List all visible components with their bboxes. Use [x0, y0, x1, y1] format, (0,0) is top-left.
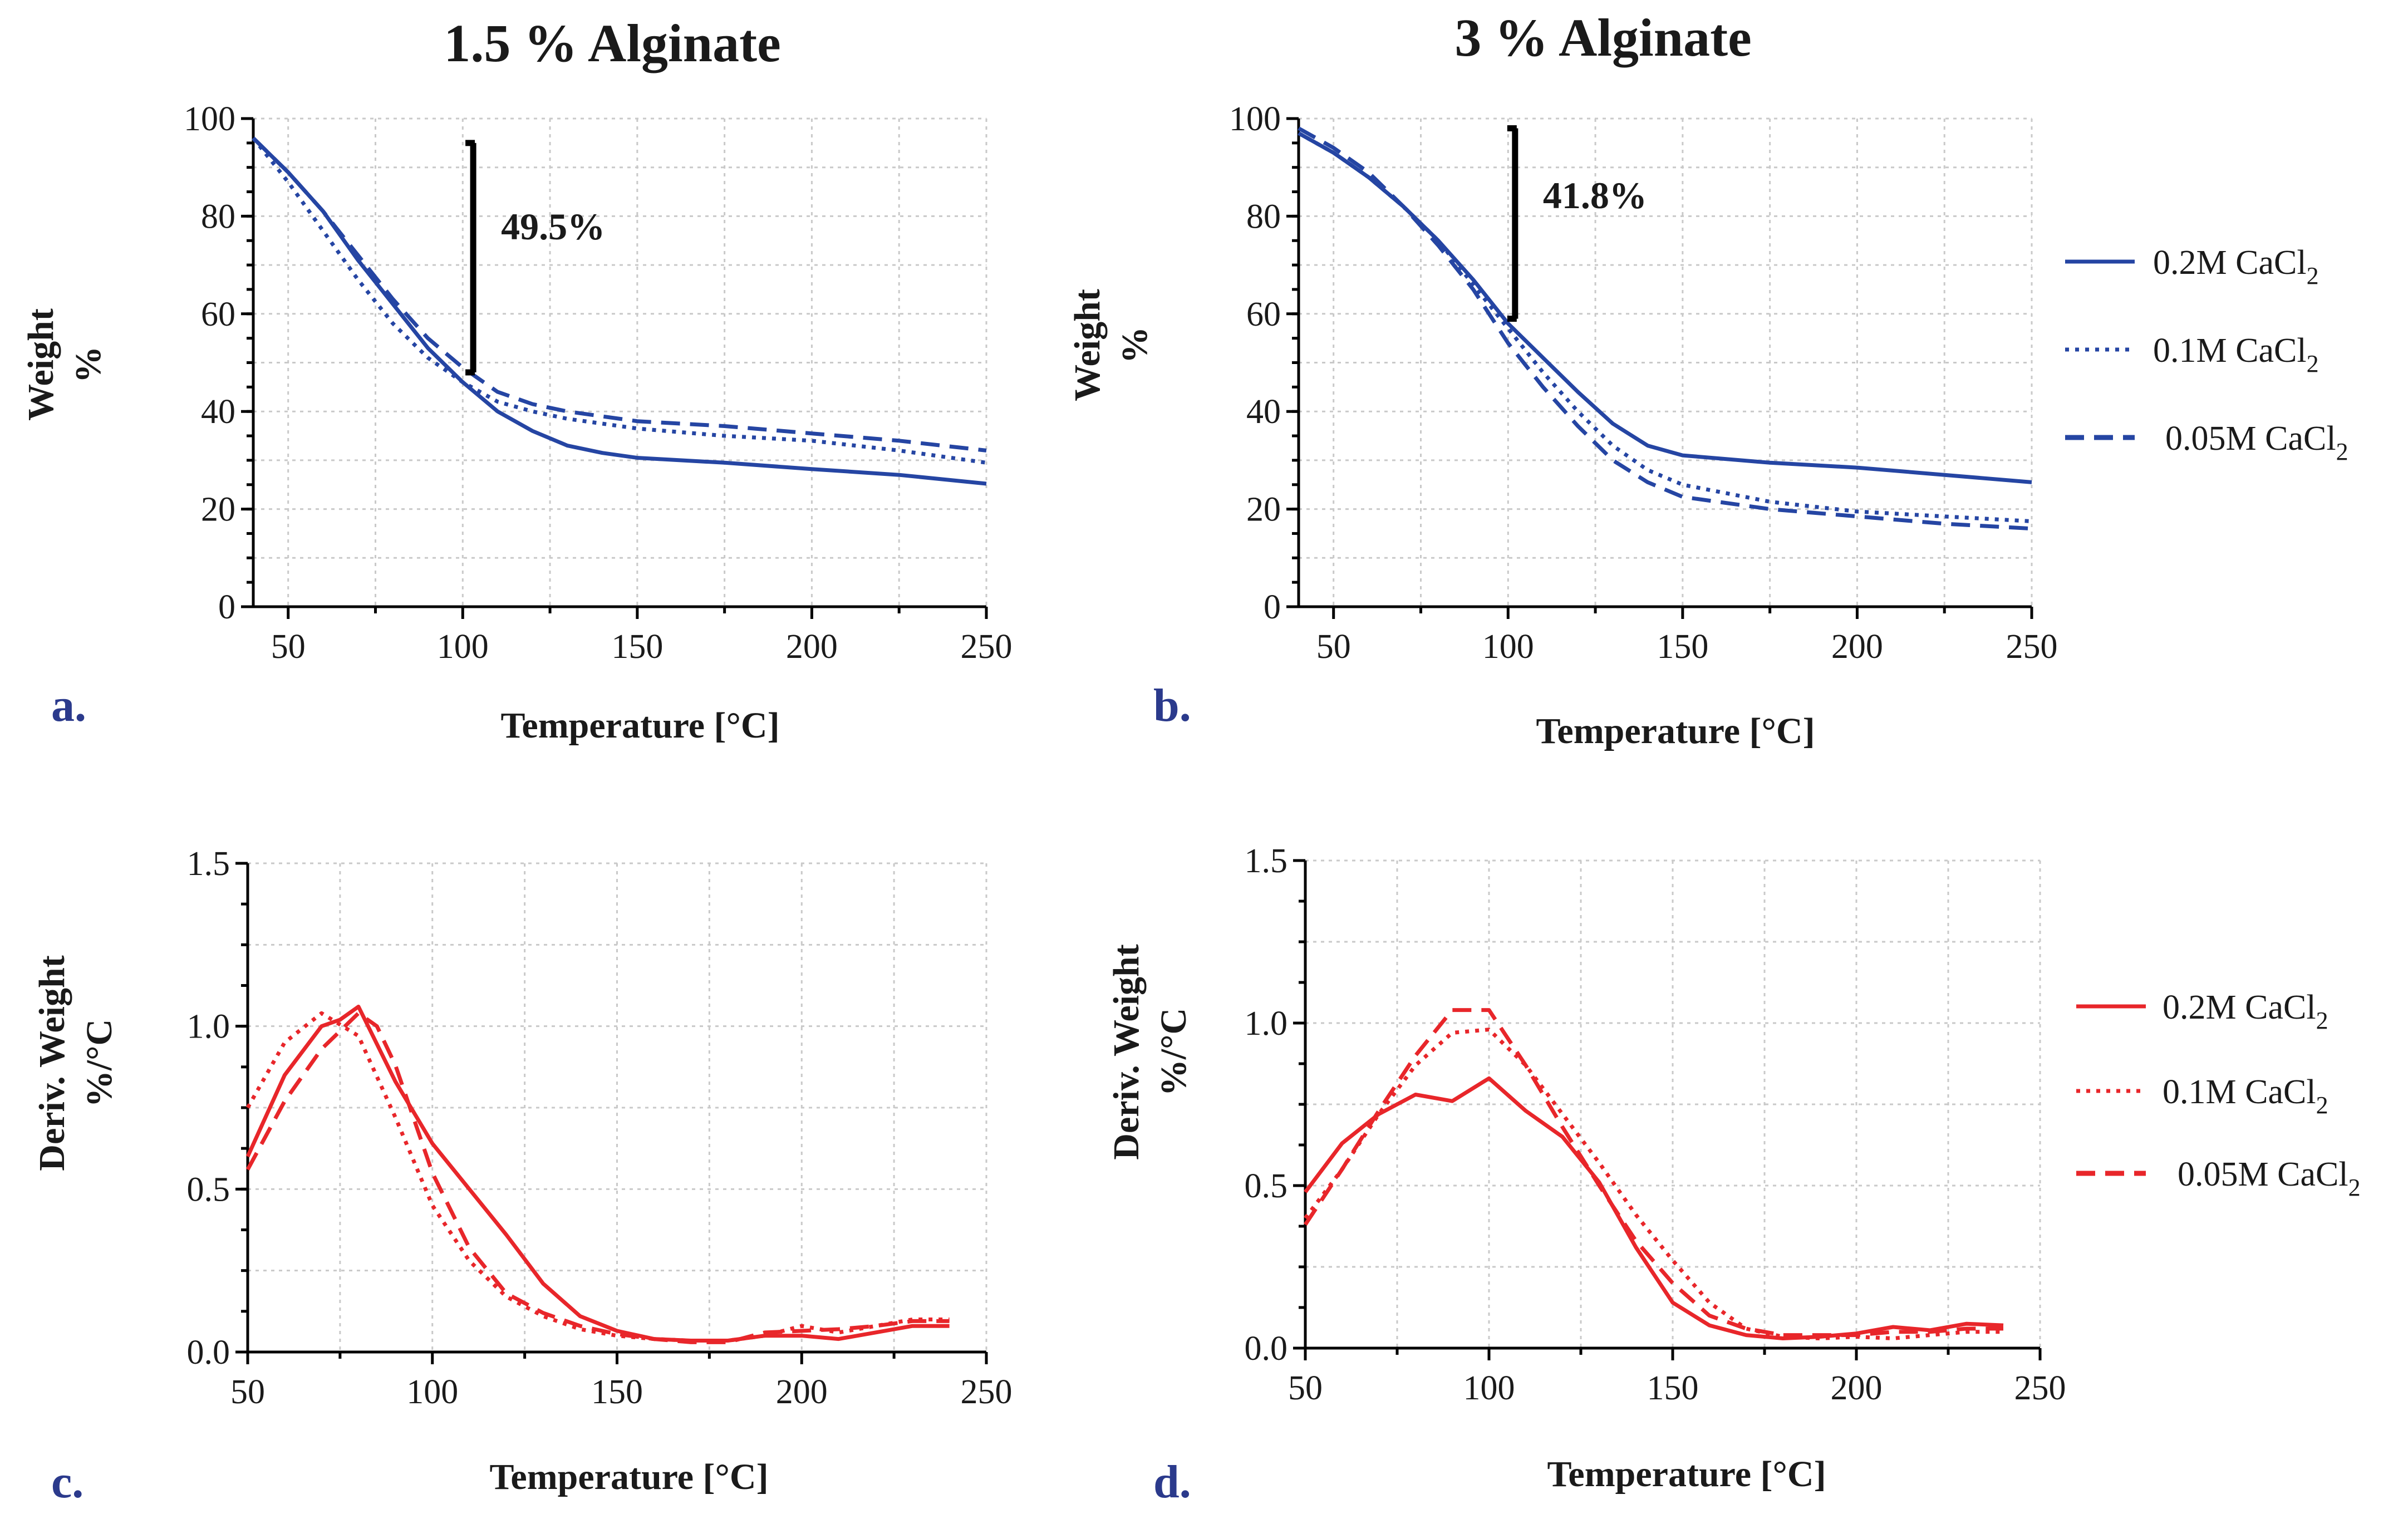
panel-a-bracket [465, 140, 476, 376]
series-solid-line [252, 136, 987, 486]
legend-weight-label-1: 0.1M CaCl2 [2153, 332, 2319, 377]
chart-panel-c: 0.0 0.5 1.0 1.5 50 100 150 200 250 [187, 845, 1013, 1411]
y-tick-label: 0.5 [187, 1171, 230, 1208]
series-dashed-line [1298, 126, 2032, 531]
legend-deriv-label-2: 0.05M CaCl2 [2178, 1156, 2361, 1201]
series-solid-line [245, 1005, 950, 1343]
legend-deriv-label-1: 0.1M CaCl2 [2163, 1073, 2328, 1119]
series-dotted-line [252, 136, 987, 465]
x-tick-label: 250 [961, 628, 1013, 666]
y-tick-label: 1.5 [187, 845, 230, 883]
series-dotted-line [1298, 131, 2032, 523]
x-tick-label: 200 [1831, 628, 1883, 666]
y-tick-label: 1.5 [1245, 842, 1288, 880]
legend-weight-label-0: 0.2M CaCl2 [2153, 244, 2319, 289]
panel-b-ylabel-line1: Weight [1067, 289, 1108, 401]
panel-a-xlabel: Temperature [°C] [500, 705, 779, 746]
panel-c-ylabel-line1: Deriv. Weight [32, 955, 72, 1171]
panel-c-ylabel-line2: %/°C [79, 1019, 120, 1107]
x-tick-label: 50 [230, 1373, 265, 1411]
series-solid-line [1304, 1076, 2004, 1340]
panel-d-xlabel: Temperature [°C] [1547, 1454, 1826, 1495]
y-tick-label: 60 [1246, 296, 1281, 333]
y-tick-label: 40 [201, 393, 235, 431]
x-tick-label: 50 [1288, 1369, 1323, 1407]
x-tick-label: 150 [1657, 628, 1708, 666]
y-tick-label: 0 [1264, 588, 1281, 626]
panel-b-ylabel-line2: % [1114, 327, 1155, 363]
x-tick-label: 250 [2006, 628, 2058, 666]
x-tick-label: 100 [1463, 1369, 1515, 1407]
panel-d-grid [1305, 859, 2041, 1348]
x-tick-label: 50 [1316, 628, 1351, 666]
y-tick-label: 100 [1229, 100, 1281, 138]
panel-d-letter: d. [1153, 1456, 1191, 1508]
legend-weight-label-2: 0.05M CaCl2 [2165, 420, 2348, 465]
x-tick-label: 150 [591, 1373, 643, 1411]
y-tick-label: 0.5 [1245, 1167, 1288, 1205]
panel-b-title: 3 % Alginate [1454, 8, 1751, 67]
panel-b-annotation: 41.8% [1543, 174, 1647, 217]
series-dotted-line [245, 1011, 950, 1343]
y-tick-label: 20 [201, 491, 235, 529]
x-tick-label: 250 [2014, 1369, 2066, 1407]
x-tick-label: 50 [271, 628, 306, 666]
panel-c-grid [248, 862, 987, 1352]
y-tick-label: 80 [201, 198, 235, 235]
series-dashed-line [1304, 1008, 2003, 1338]
x-tick-label: 200 [1831, 1369, 1883, 1407]
panel-a-ylabel-line1: Weight [21, 308, 61, 421]
panel-b-grid [1299, 117, 2033, 607]
panel-a-title: 1.5 % Alginate [444, 13, 780, 73]
y-tick-label: 1.0 [1245, 1005, 1288, 1043]
y-tick-label: 1.0 [187, 1008, 230, 1046]
y-tick-label: 80 [1246, 198, 1281, 235]
x-tick-label: 200 [776, 1373, 828, 1411]
x-tick-label: 100 [406, 1373, 458, 1411]
y-tick-label: 60 [201, 296, 235, 333]
panel-b-xlabel: Temperature [°C] [1536, 711, 1815, 751]
y-tick-label: 40 [1246, 393, 1281, 431]
x-tick-label: 150 [611, 628, 663, 666]
y-tick-label: 0.0 [187, 1334, 230, 1371]
panel-a-annotation: 49.5% [501, 205, 605, 248]
panel-c-xlabel: Temperature [°C] [489, 1457, 768, 1497]
x-tick-label: 100 [1482, 628, 1534, 666]
chart-panel-b: 0 20 40 60 80 100 50 100 150 200 250 41.8% [1229, 100, 2058, 666]
y-tick-label: 0.0 [1245, 1330, 1288, 1368]
panel-d-ylabel-line1: Deriv. Weight [1106, 944, 1147, 1159]
series-dashed-line [245, 1011, 950, 1344]
panel-b-bracket [1507, 125, 1518, 322]
panel-a-letter: a. [51, 680, 86, 731]
x-tick-label: 200 [786, 628, 838, 666]
y-tick-label: 20 [1246, 491, 1281, 529]
legend-deriv-label-0: 0.2M CaCl2 [2163, 989, 2328, 1034]
series-dotted-line [1304, 1028, 2003, 1340]
panel-a-grid [253, 117, 987, 607]
panel-c-letter: c. [51, 1456, 83, 1508]
chart-panel-d: 0.0 0.5 1.0 1.5 50 100 150 200 250 [1245, 842, 2066, 1407]
panel-b-letter: b. [1153, 680, 1191, 731]
y-tick-label: 0 [218, 588, 235, 626]
series-solid-line [1298, 131, 2032, 484]
chart-panel-a: 0 20 40 60 80 100 50 100 150 200 250 49.5% [184, 100, 1013, 666]
panel-a-ylabel-line2: % [68, 346, 109, 383]
x-tick-label: 100 [437, 628, 489, 666]
legend-deriv: 0.2M CaCl2 0.1M CaCl2 0.05M CaCl2 [2076, 989, 2361, 1201]
x-tick-label: 250 [961, 1373, 1013, 1411]
y-tick-label: 100 [184, 100, 235, 138]
legend-weight: 0.2M CaCl2 0.1M CaCl2 0.05M CaCl2 [2065, 244, 2348, 465]
series-dashed-line [252, 136, 987, 453]
x-tick-label: 150 [1647, 1369, 1699, 1407]
panel-d-ylabel-line2: %/°C [1153, 1008, 1194, 1096]
